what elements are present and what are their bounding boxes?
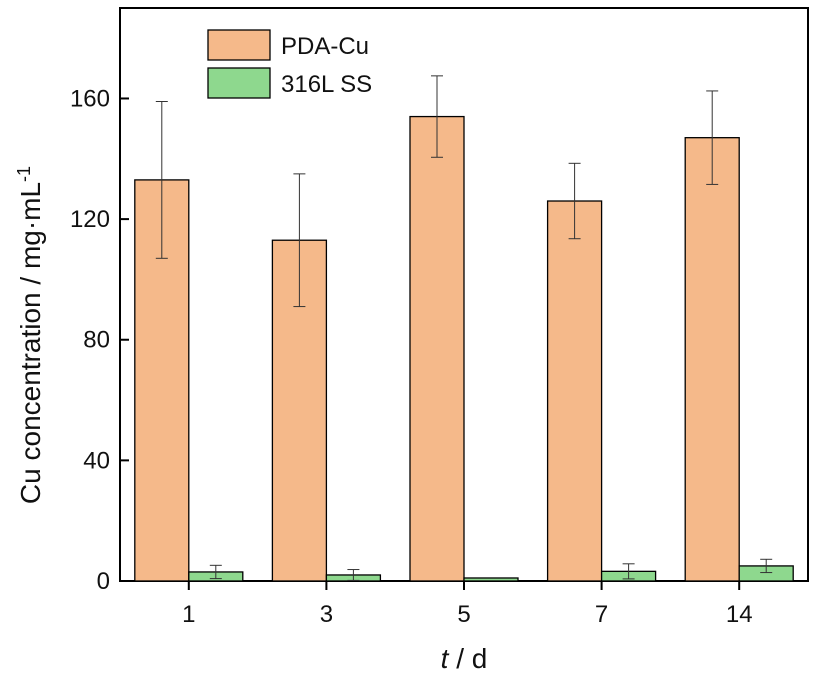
y-tick-label: 80 xyxy=(83,327,110,354)
bar-pda-cu-14 xyxy=(684,137,740,582)
bar-pda-cu-7 xyxy=(546,200,603,582)
y-tick-label: 160 xyxy=(70,85,110,112)
x-tick-label: 7 xyxy=(595,601,608,628)
y-tick-label: 120 xyxy=(70,206,110,233)
y-axis-title: Cu concentration / mg·mL-1 xyxy=(14,166,46,504)
y-tick-label: 40 xyxy=(83,447,110,474)
legend-swatch-316l-ss xyxy=(207,67,271,99)
y-axis-title-main: Cu concentration / mg·mL xyxy=(15,182,46,504)
bar-316l-ss-5 xyxy=(463,577,519,582)
legend-swatch-pda-cu xyxy=(207,29,271,61)
x-axis-title-rest: / d xyxy=(448,643,487,674)
bar-pda-cu-5 xyxy=(409,115,465,582)
y-axis-title-superscript: -1 xyxy=(14,166,34,182)
x-axis-title: t / d xyxy=(441,643,488,674)
x-tick-label: 14 xyxy=(726,601,753,628)
x-tick-label: 3 xyxy=(320,601,333,628)
y-tick-label: 0 xyxy=(97,568,110,595)
legend-label-pda-cu: PDA-Cu xyxy=(281,33,369,60)
x-tick-label: 5 xyxy=(457,601,470,628)
legend-label-316l-ss: 316L SS xyxy=(281,71,372,98)
x-tick-label: 1 xyxy=(182,601,195,628)
x-axis-title-italic: t xyxy=(441,643,450,674)
